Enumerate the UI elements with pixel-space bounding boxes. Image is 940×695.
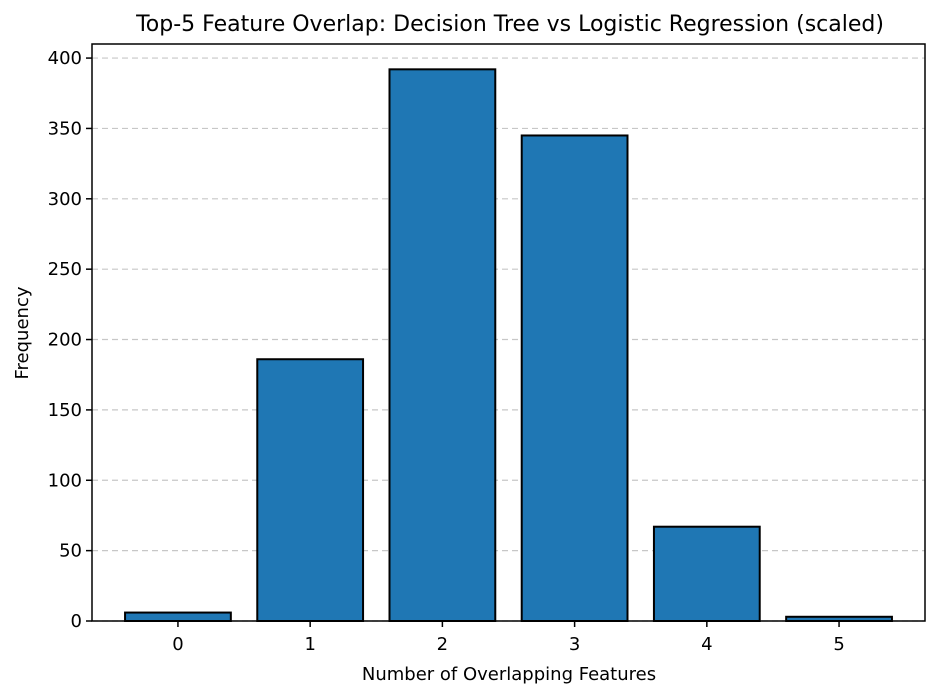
x-tick-label: 3 bbox=[569, 634, 580, 655]
x-tick-label: 5 bbox=[833, 634, 844, 655]
bar-1 bbox=[256, 358, 365, 622]
x-axis-ticks: 0 1 2 3 4 5 bbox=[172, 621, 845, 655]
y-tick-label: 350 bbox=[48, 118, 82, 139]
y-tick-label: 300 bbox=[48, 189, 82, 210]
y-axis-ticks: 0 50 100 150 200 250 300 350 400 bbox=[48, 48, 92, 632]
x-tick-label: 4 bbox=[701, 634, 712, 655]
y-tick-label: 250 bbox=[48, 259, 82, 280]
x-axis-label: Number of Overlapping Features bbox=[362, 664, 656, 685]
y-axis-label: Frequency bbox=[12, 286, 33, 379]
bar-4 bbox=[652, 525, 761, 623]
grid-lines bbox=[92, 57, 925, 622]
y-tick-label: 400 bbox=[48, 48, 82, 69]
y-tick-label: 200 bbox=[48, 330, 82, 351]
x-tick-label: 0 bbox=[172, 634, 183, 655]
x-tick-label: 1 bbox=[304, 634, 315, 655]
y-tick-label: 50 bbox=[59, 541, 82, 562]
bar-0 bbox=[124, 611, 232, 622]
plot-frame bbox=[91, 43, 926, 622]
x-tick-label: 2 bbox=[437, 634, 448, 655]
y-tick-label: 150 bbox=[48, 400, 82, 421]
y-tick-label: 100 bbox=[48, 470, 82, 491]
chart-title: Top-5 Feature Overlap: Decision Tree vs … bbox=[135, 12, 884, 37]
bar-3 bbox=[520, 134, 629, 622]
bar-2 bbox=[388, 68, 497, 622]
y-tick-label: 0 bbox=[71, 611, 82, 632]
bars bbox=[124, 68, 893, 623]
